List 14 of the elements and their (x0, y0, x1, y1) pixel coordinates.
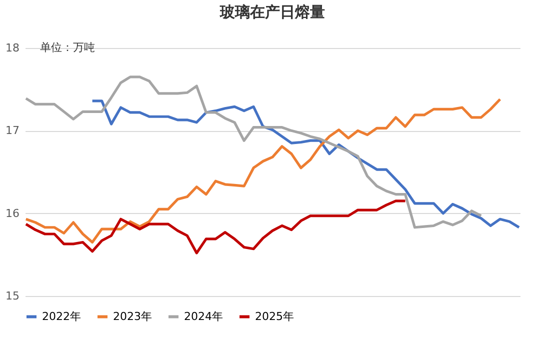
legend-label: 2023年 (113, 310, 152, 323)
chart-title: 玻璃在产日熔量 (219, 3, 325, 21)
y-tick-label: 15 (6, 290, 20, 302)
line-series (24, 76, 482, 229)
line-series (24, 200, 407, 254)
line-series (91, 100, 520, 229)
y-tick-label: 16 (6, 206, 20, 220)
legend-label: 2022年 (42, 310, 81, 323)
annotation: 单位：万吨 (40, 40, 95, 55)
legend-label: 2024年 (184, 310, 223, 323)
y-tick-label: 17 (6, 124, 20, 138)
legend-label: 2025年 (255, 310, 294, 323)
line-series (24, 98, 502, 244)
y-tick-label: 18 (6, 42, 20, 54)
